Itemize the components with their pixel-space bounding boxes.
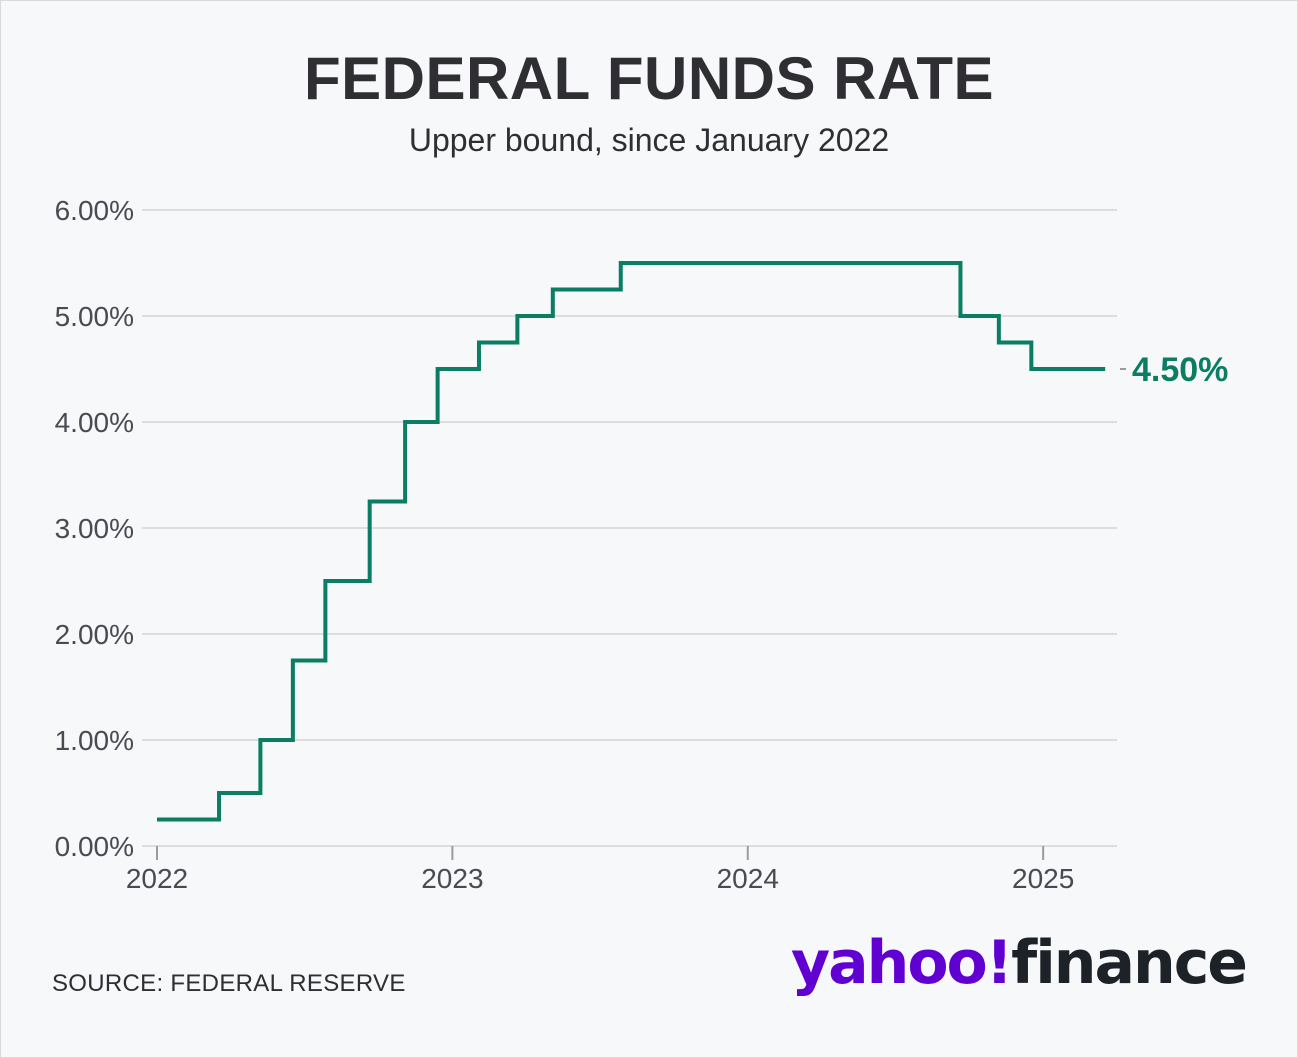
x-tick-label: 2022 — [126, 863, 188, 894]
yahoo-finance-logo: yahoo!finance — [791, 928, 1248, 998]
y-tick-label: 1.00% — [55, 725, 134, 756]
y-tick-label: 2.00% — [55, 619, 134, 650]
y-tick-label: 4.00% — [55, 407, 134, 438]
y-tick-label: 6.00% — [55, 195, 134, 226]
series-layer — [157, 261, 1106, 822]
source-note: SOURCE: FEDERAL RESERVE — [52, 970, 406, 997]
chart-title: FEDERAL FUNDS RATE — [303, 45, 995, 112]
y-tick-label: 3.00% — [55, 513, 134, 544]
x-tick-label: 2025 — [1012, 863, 1074, 894]
end-value-label: 4.50% — [1132, 351, 1228, 389]
label-layer: 0.00% 1.00% 2.00% 3.00% 4.00% 5.00% 6.00% 2022 2… — [55, 195, 1229, 894]
rate-step-line — [157, 261, 1106, 822]
x-tick-label: 2024 — [717, 863, 779, 894]
y-tick-label: 5.00% — [55, 301, 134, 332]
x-tick-label: 2023 — [421, 863, 483, 894]
grid-layer — [142, 209, 1117, 847]
axis-layer — [156, 846, 1045, 860]
logo-finance: finance — [1011, 928, 1248, 998]
logo-yahoo: yahoo! — [791, 928, 1013, 998]
y-tick-label: 0.00% — [55, 831, 134, 862]
chart-subtitle: Upper bound, since January 2022 — [408, 122, 890, 158]
